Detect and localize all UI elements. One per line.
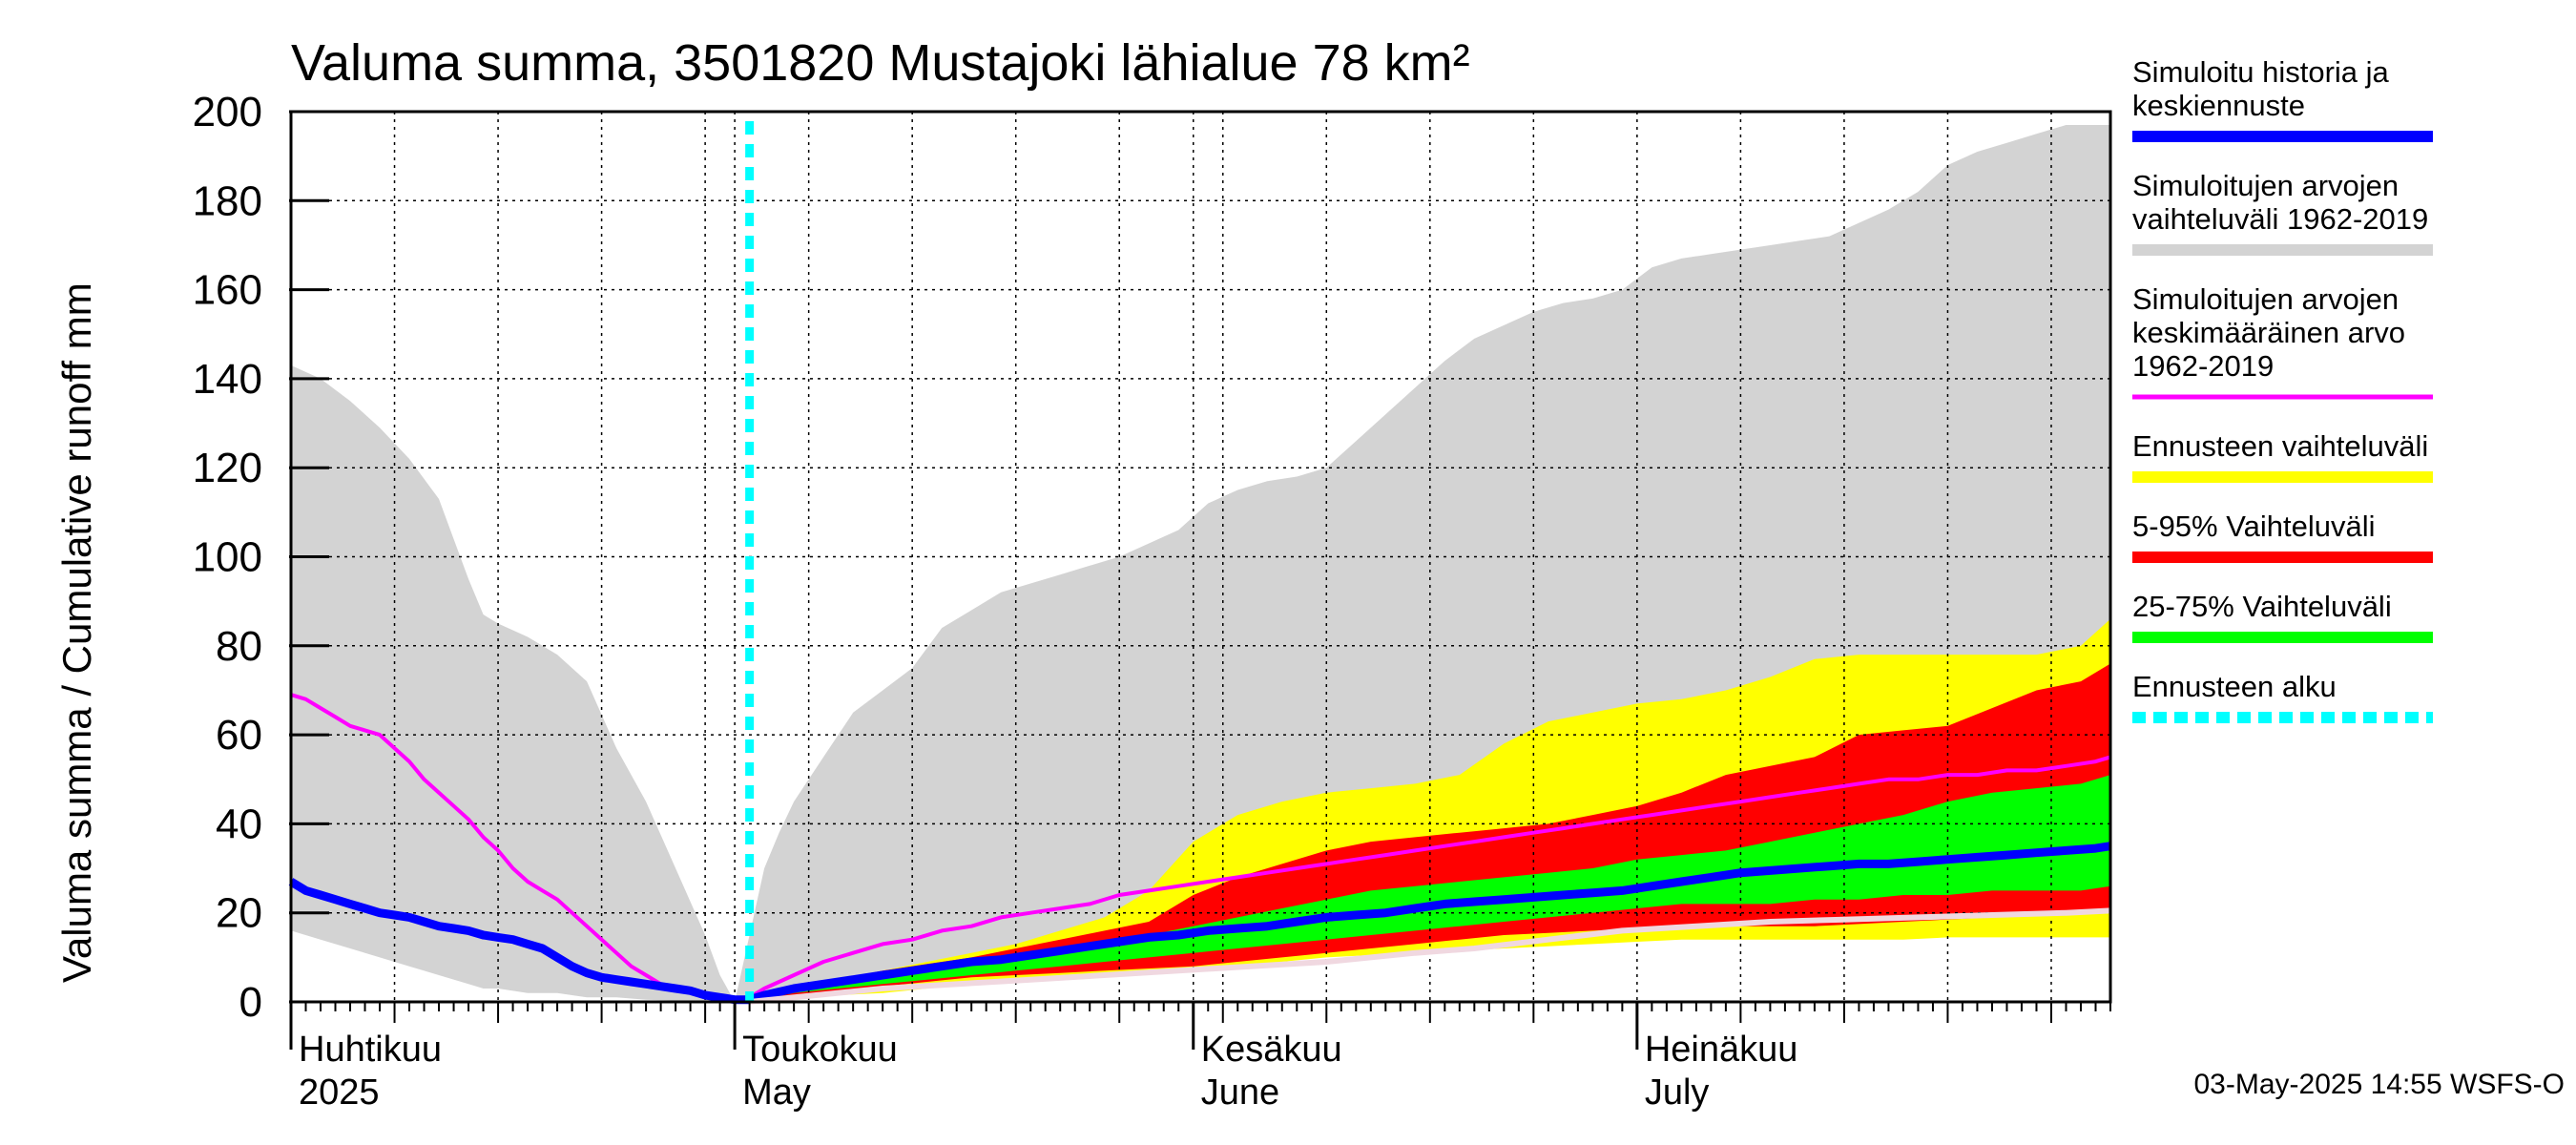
chart-title: Valuma summa, 3501820 Mustajoki lähialue…: [291, 34, 1470, 92]
legend-label-2: keskimääräinen arvo: [2132, 316, 2405, 349]
line-series-5: [288, 842, 2111, 1005]
legend-label-4: 5-95% Vaihteluväli: [2132, 510, 2375, 543]
legend-label-2: 1962-2019: [2132, 349, 2274, 383]
legend-label-0: keskiennuste: [2132, 89, 2305, 122]
month-label-en: May: [742, 1072, 811, 1113]
month-label-fi: Huhtikuu: [299, 1030, 442, 1070]
band-series-3: [749, 775, 2110, 1002]
y-tick-label: 120: [193, 445, 262, 491]
month-label-en: July: [1645, 1072, 1710, 1113]
line-series-4: [290, 693, 2111, 1002]
line-series-6: [749, 907, 2111, 1005]
month-label-fi: Heinäkuu: [1645, 1030, 1798, 1070]
legend-label-5: 25-75% Vaihteluväli: [2132, 590, 2392, 623]
y-tick-label: 20: [216, 890, 262, 937]
y-tick-label: 200: [193, 89, 262, 135]
month-label-fi: Toukokuu: [742, 1030, 898, 1070]
legend-label-3: Ennusteen vaihteluväli: [2132, 429, 2428, 463]
y-tick-label: 0: [239, 979, 262, 1026]
timestamp: 03-May-2025 14:55 WSFS-O: [2194, 1069, 2566, 1100]
month-label-en: 2025: [299, 1072, 380, 1113]
y-tick-label: 100: [193, 534, 262, 581]
y-axis-label: Valuma summa / Cumulative runoff mm: [54, 282, 99, 983]
legend-label-1: vaihteluväli 1962-2019: [2132, 202, 2428, 236]
grid: [290, 111, 2110, 1003]
y-tick-label: 80: [216, 623, 262, 670]
band-series-2: [749, 663, 2110, 1002]
y-tick-label: 160: [193, 267, 262, 314]
legend-label-2: Simuloitujen arvojen: [2132, 282, 2399, 316]
month-label-en: June: [1201, 1072, 1279, 1113]
legend-label-1: Simuloitujen arvojen: [2132, 169, 2399, 202]
month-label-fi: Kesäkuu: [1201, 1030, 1342, 1070]
legend-label-6: Ennusteen alku: [2132, 670, 2337, 703]
legend-label-0: Simuloitu historia ja: [2132, 55, 2390, 89]
y-tick-label: 140: [193, 356, 262, 403]
y-tick-label: 60: [216, 712, 262, 759]
y-tick-label: 40: [216, 801, 262, 847]
y-tick-label: 180: [193, 177, 262, 224]
